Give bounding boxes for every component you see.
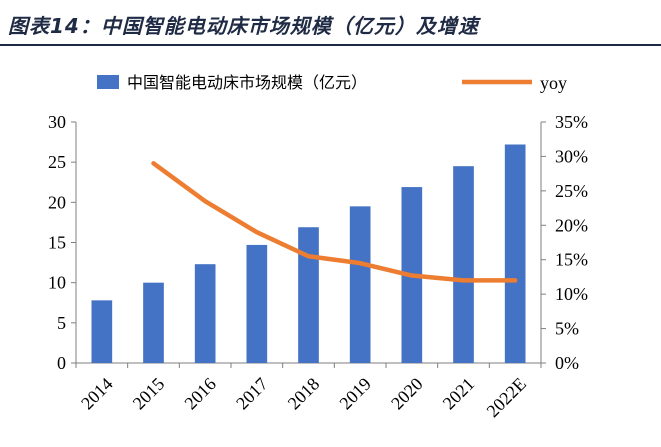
x-tick-label: 2018 — [284, 374, 324, 414]
bar — [504, 144, 526, 363]
title-rule — [0, 44, 661, 46]
y2-tick-label: 10% — [555, 284, 588, 304]
y2-tick-label: 15% — [555, 250, 588, 270]
y-tick-label: 25 — [48, 152, 66, 172]
bar — [298, 227, 319, 363]
y-tick-label: 30 — [48, 112, 66, 132]
bar — [453, 166, 474, 363]
y2-tick-label: 20% — [555, 215, 588, 235]
legend-bar-label: 中国智能电动床市场规模（亿元） — [127, 73, 367, 92]
bar — [143, 282, 164, 363]
y-tick-label: 5 — [57, 313, 66, 333]
yoy-point — [153, 162, 154, 164]
y-tick-label: 0 — [57, 353, 66, 373]
x-tick-label: 2020 — [387, 374, 427, 414]
x-tick-label: 2021 — [439, 374, 479, 414]
x-tick-label: 2016 — [180, 374, 220, 414]
y-tick-label: 20 — [48, 192, 66, 212]
bar — [246, 244, 268, 363]
x-tick-label: 2015 — [129, 374, 169, 414]
yoy-point — [514, 279, 516, 281]
yoy-point — [359, 262, 361, 264]
y2-tick-label: 35% — [555, 112, 588, 132]
x-tick-label: 2017 — [232, 374, 272, 414]
bar — [349, 206, 371, 363]
x-tick-label: 2022E — [483, 374, 530, 421]
yoy-point — [204, 200, 206, 202]
bars — [91, 144, 526, 363]
x-tick-label: 2019 — [335, 374, 375, 414]
x-tick-label: 2014 — [77, 374, 117, 414]
yoy-line — [151, 161, 518, 283]
y-tick-label: 10 — [48, 273, 66, 293]
y-tick-label: 15 — [48, 233, 66, 253]
y2-tick-label: 0% — [555, 353, 579, 373]
figure-title: 图表14：中国智能电动床市场规模（亿元）及增速 — [8, 14, 479, 38]
yoy-point — [411, 275, 413, 277]
bar — [91, 300, 113, 363]
yoy-point — [308, 255, 309, 257]
bar — [194, 264, 216, 363]
yoy-series-line — [151, 161, 518, 283]
legend: 中国智能电动床市场规模（亿元） yoy — [97, 73, 567, 93]
y2-tick-label: 30% — [555, 146, 588, 166]
yoy-point — [463, 279, 464, 281]
y2-tick-label: 25% — [555, 181, 588, 201]
legend-bar-swatch — [97, 75, 119, 89]
y2-tick-label: 5% — [555, 319, 579, 339]
yoy-point — [256, 231, 258, 233]
legend-line-label: yoy — [540, 73, 567, 93]
